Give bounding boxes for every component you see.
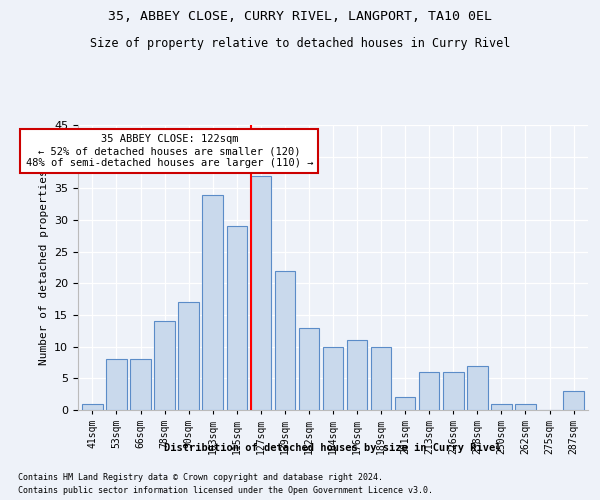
Bar [130, 360, 151, 410]
Bar [491, 404, 512, 410]
Bar [563, 391, 584, 410]
Text: 35, ABBEY CLOSE, CURRY RIVEL, LANGPORT, TA10 0EL: 35, ABBEY CLOSE, CURRY RIVEL, LANGPORT, … [108, 10, 492, 23]
Bar [515, 404, 536, 410]
Text: Distribution of detached houses by size in Curry Rivel: Distribution of detached houses by size … [164, 442, 502, 452]
Text: Contains HM Land Registry data © Crown copyright and database right 2024.: Contains HM Land Registry data © Crown c… [18, 472, 383, 482]
Bar [419, 372, 439, 410]
Bar [251, 176, 271, 410]
Bar [154, 322, 175, 410]
Text: Contains public sector information licensed under the Open Government Licence v3: Contains public sector information licen… [18, 486, 433, 495]
Bar [299, 328, 319, 410]
Bar [178, 302, 199, 410]
Bar [395, 398, 415, 410]
Bar [347, 340, 367, 410]
Y-axis label: Number of detached properties: Number of detached properties [38, 170, 49, 366]
Bar [202, 194, 223, 410]
Bar [371, 346, 391, 410]
Bar [275, 270, 295, 410]
Bar [467, 366, 488, 410]
Bar [82, 404, 103, 410]
Text: 35 ABBEY CLOSE: 122sqm
← 52% of detached houses are smaller (120)
48% of semi-de: 35 ABBEY CLOSE: 122sqm ← 52% of detached… [26, 134, 313, 168]
Bar [323, 346, 343, 410]
Text: Size of property relative to detached houses in Curry Rivel: Size of property relative to detached ho… [90, 38, 510, 51]
Bar [443, 372, 464, 410]
Bar [106, 360, 127, 410]
Bar [227, 226, 247, 410]
